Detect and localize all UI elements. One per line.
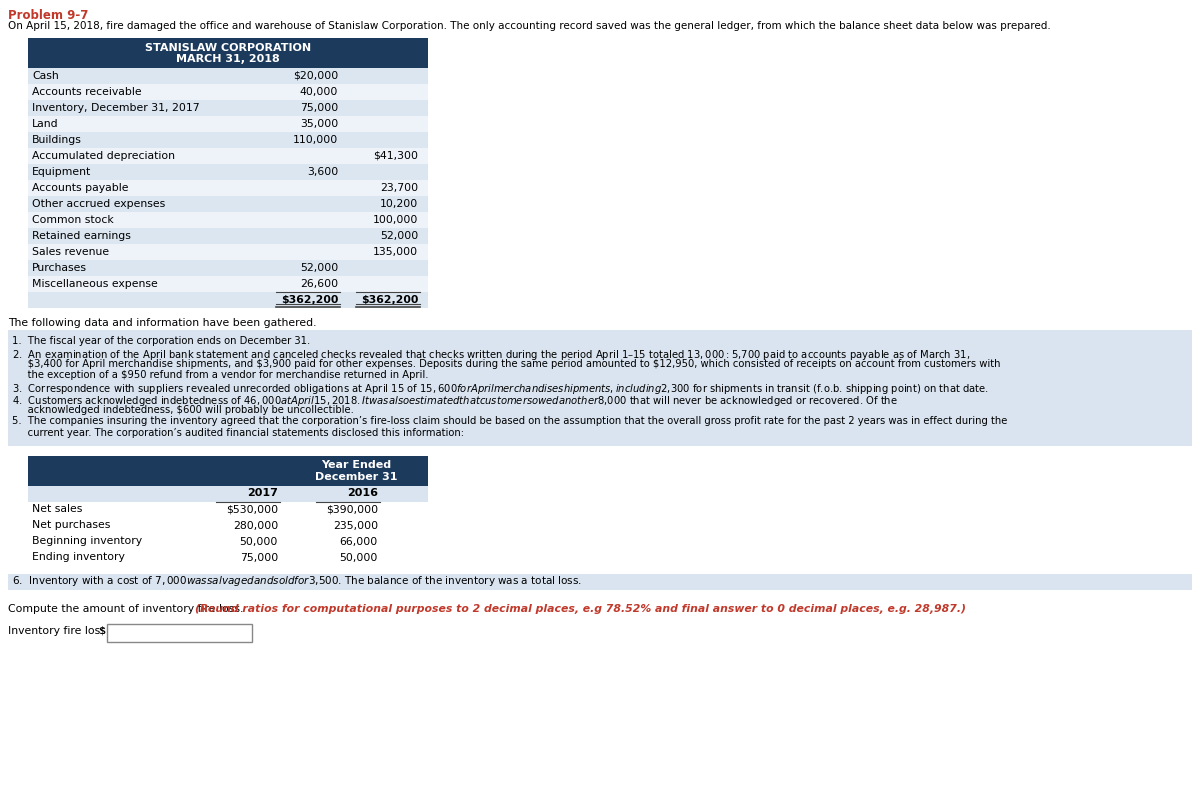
- Text: $362,200: $362,200: [361, 295, 418, 305]
- Text: $362,200: $362,200: [281, 295, 338, 305]
- Text: Problem 9-7: Problem 9-7: [8, 9, 89, 22]
- Bar: [28, 196, 428, 212]
- Text: 52,000: 52,000: [379, 231, 418, 241]
- Text: 135,000: 135,000: [373, 247, 418, 257]
- Text: December 31: December 31: [314, 471, 397, 482]
- Text: 75,000: 75,000: [300, 103, 338, 113]
- Text: Equipment: Equipment: [32, 167, 91, 177]
- Text: 280,000: 280,000: [233, 521, 278, 530]
- Bar: [28, 100, 428, 116]
- Bar: [28, 502, 428, 518]
- Text: Sales revenue: Sales revenue: [32, 247, 109, 257]
- Text: Retained earnings: Retained earnings: [32, 231, 131, 241]
- Text: current year. The corporation’s audited financial statements disclosed this info: current year. The corporation’s audited …: [12, 428, 464, 438]
- Text: $390,000: $390,000: [326, 505, 378, 514]
- Bar: [28, 228, 428, 244]
- Text: 3,600: 3,600: [307, 167, 338, 177]
- Text: Compute the amount of inventory fire loss.: Compute the amount of inventory fire los…: [8, 603, 247, 614]
- Text: Common stock: Common stock: [32, 215, 114, 225]
- Bar: [28, 518, 428, 534]
- Text: Net purchases: Net purchases: [32, 521, 110, 530]
- Bar: [28, 38, 428, 68]
- Text: 66,000: 66,000: [340, 537, 378, 546]
- Text: (Round ratios for computational purposes to 2 decimal places, e.g 78.52% and fin: (Round ratios for computational purposes…: [196, 603, 966, 614]
- Text: STANISLAW CORPORATION: STANISLAW CORPORATION: [145, 43, 311, 53]
- Text: 6.  Inventory with a cost of $7,000 was salvaged and sold for $3,500. The balanc: 6. Inventory with a cost of $7,000 was s…: [12, 574, 582, 589]
- Text: 23,700: 23,700: [380, 183, 418, 193]
- Text: On April 15, 2018, fire damaged the office and warehouse of Stanislaw Corporatio: On April 15, 2018, fire damaged the offi…: [8, 21, 1051, 31]
- Bar: [28, 84, 428, 100]
- Bar: [28, 116, 428, 132]
- Text: Inventory fire loss: Inventory fire loss: [8, 626, 106, 635]
- Text: Inventory, December 31, 2017: Inventory, December 31, 2017: [32, 103, 199, 113]
- Text: 75,000: 75,000: [240, 553, 278, 562]
- Text: 2017: 2017: [247, 489, 278, 498]
- Bar: [107, 623, 252, 642]
- Bar: [28, 132, 428, 148]
- Bar: [28, 164, 428, 180]
- Text: 100,000: 100,000: [373, 215, 418, 225]
- Text: 50,000: 50,000: [240, 537, 278, 546]
- Bar: [28, 534, 428, 550]
- Text: 235,000: 235,000: [332, 521, 378, 530]
- Text: Beginning inventory: Beginning inventory: [32, 537, 142, 546]
- Bar: [28, 550, 428, 566]
- Bar: [28, 68, 428, 84]
- Bar: [28, 180, 428, 196]
- Text: Miscellaneous expense: Miscellaneous expense: [32, 279, 157, 289]
- Bar: [28, 148, 428, 164]
- Text: $530,000: $530,000: [226, 505, 278, 514]
- Bar: [8, 330, 1192, 446]
- Text: 52,000: 52,000: [300, 263, 338, 273]
- Bar: [28, 292, 428, 308]
- Bar: [8, 574, 1192, 590]
- Text: $3,400 for April merchandise shipments, and $3,900 paid for other expenses. Depo: $3,400 for April merchandise shipments, …: [12, 359, 1001, 369]
- Text: 5.  The companies insuring the inventory agreed that the corporation’s fire-loss: 5. The companies insuring the inventory …: [12, 417, 1007, 426]
- Text: 1.  The fiscal year of the corporation ends on December 31.: 1. The fiscal year of the corporation en…: [12, 336, 311, 346]
- Text: 3.  Correspondence with suppliers revealed unrecorded obligations at April 15 of: 3. Correspondence with suppliers reveale…: [12, 382, 989, 396]
- Text: 10,200: 10,200: [379, 199, 418, 209]
- Text: 2016: 2016: [347, 489, 378, 498]
- Bar: [28, 486, 428, 502]
- Text: MARCH 31, 2018: MARCH 31, 2018: [176, 54, 280, 64]
- Text: 110,000: 110,000: [293, 135, 338, 145]
- Text: Purchases: Purchases: [32, 263, 88, 273]
- Bar: [28, 260, 428, 276]
- Bar: [28, 455, 428, 486]
- Text: 50,000: 50,000: [340, 553, 378, 562]
- Text: $41,300: $41,300: [373, 151, 418, 161]
- Text: $: $: [98, 626, 104, 635]
- Bar: [28, 212, 428, 228]
- Text: 26,600: 26,600: [300, 279, 338, 289]
- Text: acknowledged indebtedness, $600 will probably be uncollectible.: acknowledged indebtedness, $600 will pro…: [12, 405, 354, 415]
- Text: 4.  Customers acknowledged indebtedness of $46,000 at April 15, 2018. It was als: 4. Customers acknowledged indebtedness o…: [12, 394, 898, 407]
- Text: 35,000: 35,000: [300, 119, 338, 129]
- Bar: [28, 244, 428, 260]
- Text: Net sales: Net sales: [32, 505, 83, 514]
- Text: Other accrued expenses: Other accrued expenses: [32, 199, 166, 209]
- Bar: [28, 276, 428, 292]
- Text: Buildings: Buildings: [32, 135, 82, 145]
- Text: $20,000: $20,000: [293, 71, 338, 81]
- Text: The following data and information have been gathered.: The following data and information have …: [8, 318, 317, 328]
- Text: Land: Land: [32, 119, 59, 129]
- Text: 40,000: 40,000: [300, 87, 338, 97]
- Text: Ending inventory: Ending inventory: [32, 553, 125, 562]
- Text: Accounts receivable: Accounts receivable: [32, 87, 142, 97]
- Text: Year Ended: Year Ended: [320, 461, 391, 470]
- Text: 2.  An examination of the April bank statement and canceled checks revealed that: 2. An examination of the April bank stat…: [12, 347, 971, 362]
- Text: Accumulated depreciation: Accumulated depreciation: [32, 151, 175, 161]
- Text: the exception of a $950 refund from a vendor for merchandise returned in April.: the exception of a $950 refund from a ve…: [12, 370, 428, 381]
- Text: Accounts payable: Accounts payable: [32, 183, 128, 193]
- Text: Cash: Cash: [32, 71, 59, 81]
